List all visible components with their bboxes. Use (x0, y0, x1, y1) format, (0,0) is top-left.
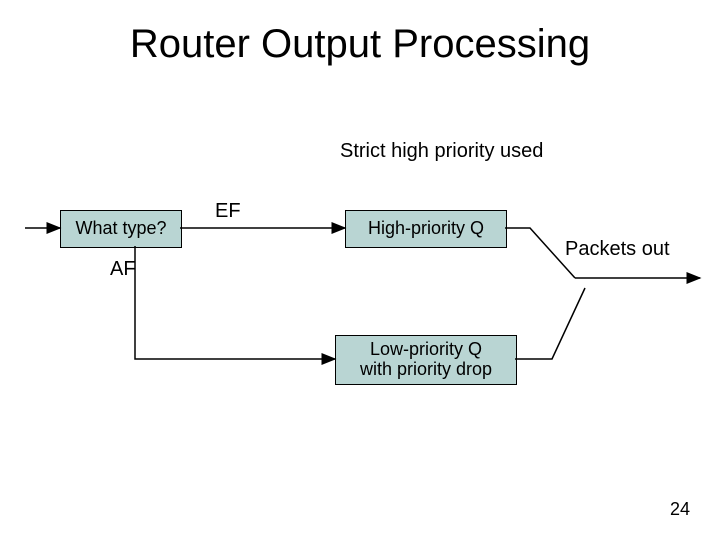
arrows-layer (0, 0, 720, 540)
page-number: 24 (670, 499, 690, 520)
